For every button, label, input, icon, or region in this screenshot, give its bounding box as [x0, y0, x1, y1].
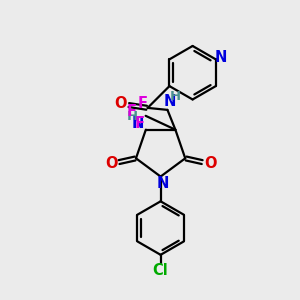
- Text: F: F: [138, 96, 148, 111]
- Text: O: O: [105, 156, 118, 171]
- Text: N: N: [156, 176, 169, 191]
- Text: H: H: [126, 110, 137, 123]
- Text: Cl: Cl: [153, 263, 169, 278]
- Text: F: F: [127, 104, 137, 119]
- Text: N: N: [214, 50, 227, 65]
- Text: F: F: [135, 116, 145, 131]
- Text: N: N: [132, 116, 144, 131]
- Text: H: H: [170, 89, 181, 103]
- Text: N: N: [163, 94, 176, 110]
- Text: O: O: [115, 96, 127, 111]
- Text: O: O: [204, 156, 216, 171]
